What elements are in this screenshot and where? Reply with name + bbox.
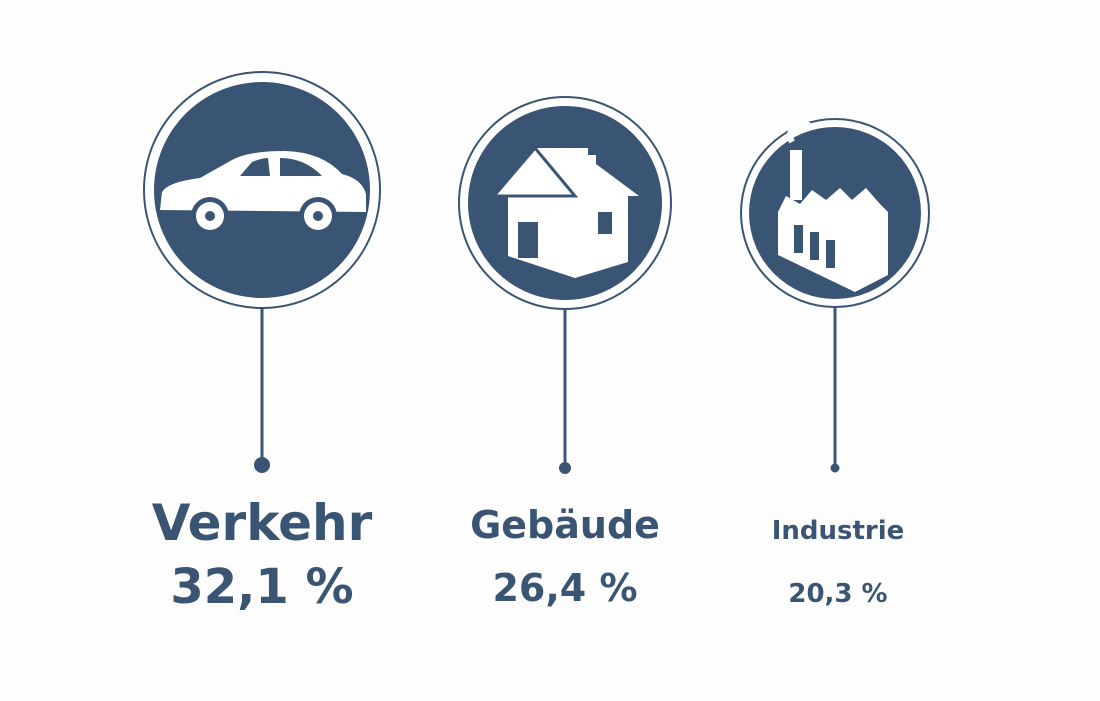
item-label: Verkehr bbox=[152, 494, 373, 552]
traffic-pin bbox=[143, 71, 381, 473]
item-value: 26,4 % bbox=[492, 566, 637, 610]
item-label: Industrie bbox=[772, 516, 905, 546]
industry-pin bbox=[740, 118, 930, 473]
item-value: 20,3 % bbox=[788, 579, 887, 609]
car-icon bbox=[160, 151, 366, 235]
pin-dot bbox=[254, 457, 270, 473]
factory-icon bbox=[778, 121, 888, 292]
item-value: 32,1 % bbox=[170, 559, 353, 615]
item-label: Gebäude bbox=[470, 503, 660, 547]
buildings-pin bbox=[458, 96, 672, 474]
pin-dot bbox=[559, 462, 571, 474]
pin-dot bbox=[830, 463, 840, 473]
house-icon bbox=[490, 145, 639, 278]
